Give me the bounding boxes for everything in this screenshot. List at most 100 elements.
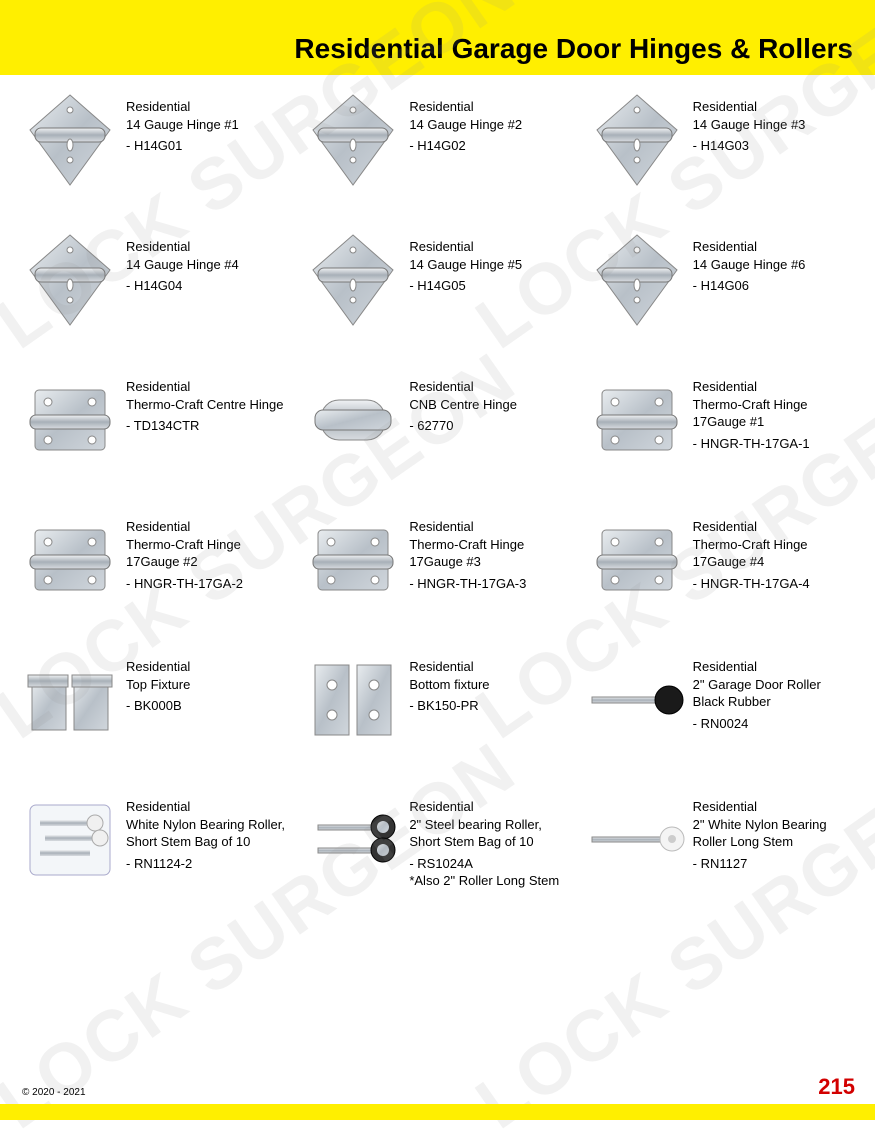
product-image [587, 230, 687, 330]
product-line2: 14 Gauge Hinge #3 [693, 116, 806, 134]
product-image [587, 370, 687, 470]
product-sku: - RN0024 [693, 715, 855, 733]
product-text: ResidentialThermo-Craft Hinge 17Gauge #1… [693, 370, 855, 452]
product-image [20, 370, 120, 470]
product-text: Residential2" Steel bearing Roller, Shor… [409, 790, 571, 890]
product-item: Residential2" Steel bearing Roller, Shor… [303, 790, 571, 890]
product-line2: CNB Centre Hinge [409, 396, 517, 414]
product-text: Residential14 Gauge Hinge #6 - H14G06 [693, 230, 806, 295]
product-line1: Residential [126, 238, 239, 256]
product-text: ResidentialThermo-Craft Hinge 17Gauge #4… [693, 510, 855, 592]
product-sku: - 62770 [409, 417, 517, 435]
product-line2: White Nylon Bearing Roller, Short Stem B… [126, 816, 288, 851]
product-item: ResidentialThermo-Craft Hinge 17Gauge #3… [303, 510, 571, 610]
product-text: Residential2" White Nylon Bearing Roller… [693, 790, 855, 872]
product-sku: - HNGR-TH-17GA-1 [693, 435, 855, 453]
product-sku: - H14G05 [409, 277, 522, 295]
product-text: ResidentialThermo-Craft Centre Hinge - TD… [126, 370, 284, 435]
product-sku: - RN1124-2 [126, 855, 288, 873]
product-line1: Residential [693, 378, 855, 396]
product-sku: - HNGR-TH-17GA-2 [126, 575, 288, 593]
product-line1: Residential [409, 518, 571, 536]
product-item: ResidentialThermo-Craft Hinge 17Gauge #2… [20, 510, 288, 610]
product-line1: Residential [409, 798, 571, 816]
product-text: ResidentialTop Fixture- BK000B [126, 650, 190, 715]
product-image [587, 650, 687, 750]
product-image [303, 510, 403, 610]
product-line1: Residential [409, 98, 522, 116]
product-item: ResidentialThermo-Craft Hinge 17Gauge #1… [587, 370, 855, 470]
product-sku: - H14G01 [126, 137, 239, 155]
product-image [303, 230, 403, 330]
page-header: Residential Garage Door Hinges & Rollers [0, 0, 875, 75]
product-text: Residential14 Gauge Hinge #4- H14G04 [126, 230, 239, 295]
product-line1: Residential [126, 98, 239, 116]
product-line1: Residential [693, 658, 855, 676]
product-text: ResidentialCNB Centre Hinge - 62770 [409, 370, 517, 435]
product-text: Residential14 Gauge Hinge #1- H14G01 [126, 90, 239, 155]
product-item: ResidentialCNB Centre Hinge - 62770 [303, 370, 571, 470]
product-image [303, 90, 403, 190]
product-image [587, 90, 687, 190]
product-item: Residential14 Gauge Hinge #4- H14G04 [20, 230, 288, 330]
product-line1: Residential [693, 798, 855, 816]
product-image [587, 790, 687, 890]
product-line2: Thermo-Craft Hinge 17Gauge #3 [409, 536, 571, 571]
product-line2: Top Fixture [126, 676, 190, 694]
product-line1: Residential [409, 658, 489, 676]
product-image [303, 370, 403, 470]
product-image [20, 230, 120, 330]
copyright: © 2020 - 2021 [22, 1087, 86, 1098]
product-line1: Residential [126, 798, 288, 816]
product-image [20, 510, 120, 610]
product-item: Residential14 Gauge Hinge #3 - H14G03 [587, 90, 855, 190]
product-text: ResidentialThermo-Craft Hinge 17Gauge #2… [126, 510, 288, 592]
product-grid: Residential14 Gauge Hinge #1- H14G01 Res… [20, 90, 855, 890]
product-line2: 14 Gauge Hinge #5 [409, 256, 522, 274]
product-line2: Thermo-Craft Hinge 17Gauge #2 [126, 536, 288, 571]
product-line1: Residential [409, 378, 517, 396]
product-line2: Bottom fixture [409, 676, 489, 694]
product-sku: - H14G06 [693, 277, 806, 295]
product-sku: - BK000B [126, 697, 190, 715]
product-item: ResidentialBottom fixture- BK150-PR [303, 650, 571, 750]
product-image [587, 510, 687, 610]
product-line2: 14 Gauge Hinge #6 [693, 256, 806, 274]
product-text: ResidentialWhite Nylon Bearing Roller, S… [126, 790, 288, 872]
product-item: ResidentialThermo-Craft Centre Hinge - TD… [20, 370, 288, 470]
page-number: 215 [818, 1074, 855, 1100]
page-title: Residential Garage Door Hinges & Rollers [294, 33, 853, 65]
product-sku: - H14G03 [693, 137, 806, 155]
product-item: ResidentialWhite Nylon Bearing Roller, S… [20, 790, 288, 890]
product-line1: Residential [409, 238, 522, 256]
product-text: ResidentialBottom fixture- BK150-PR [409, 650, 489, 715]
product-line1: Residential [693, 518, 855, 536]
product-image [303, 790, 403, 890]
product-image [20, 790, 120, 890]
product-image [20, 90, 120, 190]
product-item: Residential14 Gauge Hinge #5 - H14G05 [303, 230, 571, 330]
product-line1: Residential [693, 98, 806, 116]
product-sku: - HNGR-TH-17GA-4 [693, 575, 855, 593]
product-line2: 14 Gauge Hinge #4 [126, 256, 239, 274]
product-text: Residential14 Gauge Hinge #5 - H14G05 [409, 230, 522, 295]
product-item: Residential2" Garage Door Roller Black R… [587, 650, 855, 750]
product-item: ResidentialThermo-Craft Hinge 17Gauge #4… [587, 510, 855, 610]
product-line1: Residential [693, 238, 806, 256]
product-item: ResidentialTop Fixture- BK000B [20, 650, 288, 750]
product-text: Residential14 Gauge Hinge #3 - H14G03 [693, 90, 806, 155]
product-line2: 14 Gauge Hinge #2 [409, 116, 522, 134]
product-item: Residential14 Gauge Hinge #2 - H14G02 [303, 90, 571, 190]
product-text: Residential14 Gauge Hinge #2 - H14G02 [409, 90, 522, 155]
product-item: Residential14 Gauge Hinge #6 - H14G06 [587, 230, 855, 330]
product-text: Residential2" Garage Door Roller Black R… [693, 650, 855, 732]
product-sku: - HNGR-TH-17GA-3 [409, 575, 571, 593]
product-line2: Thermo-Craft Hinge 17Gauge #1 [693, 396, 855, 431]
product-sku: - RN1127 [693, 855, 855, 873]
product-sku: - H14G02 [409, 137, 522, 155]
product-sku: - RS1024A *Also 2" Roller Long Stem [409, 855, 571, 890]
product-item: Residential2" White Nylon Bearing Roller… [587, 790, 855, 890]
product-line1: Residential [126, 378, 284, 396]
product-line2: Thermo-Craft Centre Hinge [126, 396, 284, 414]
product-sku: - TD134CTR [126, 417, 284, 435]
